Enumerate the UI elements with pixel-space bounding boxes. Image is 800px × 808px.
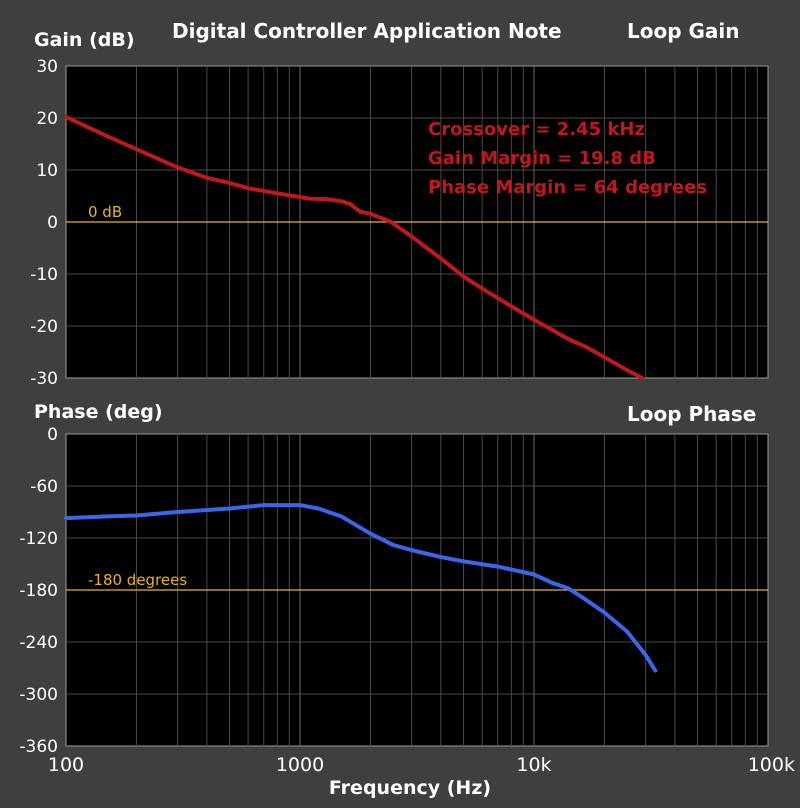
x-axis-ticks: 100 1000 10k 100k <box>48 754 795 776</box>
annotation-crossover: Crossover = 2.45 kHz <box>428 119 645 140</box>
gain-y-tick-label: -30 <box>30 369 58 389</box>
gain-zero-db-label: 0 dB <box>88 203 122 221</box>
gain-y-tick-label: -10 <box>30 265 58 285</box>
phase-y-ticks: 0 -60 -120 -180 -240 -300 -360 <box>19 425 58 757</box>
phase-y-tick-label: -360 <box>19 737 58 757</box>
phase-subtitle: Loop Phase <box>627 402 756 426</box>
x-tick-label: 10k <box>516 754 551 776</box>
phase-y-tick-label: -120 <box>19 529 58 549</box>
gain-y-tick-label: 30 <box>36 57 58 77</box>
phase-y-tick-label: -300 <box>19 685 58 705</box>
phase-minus-180-label: -180 degrees <box>88 571 187 589</box>
gain-subtitle: Loop Gain <box>627 19 740 43</box>
phase-panel: -180 degrees 0 -60 -120 -180 -240 -300 -360 Ph… <box>19 401 769 757</box>
phase-y-axis-label: Phase (deg) <box>34 401 163 423</box>
gain-panel: 0 dB 30 20 10 0 -10 -20 -30 Gain (dB) Digital … <box>30 19 769 389</box>
phase-y-tick-label: 0 <box>47 425 58 445</box>
x-tick-label: 100 <box>48 754 84 776</box>
gain-y-tick-label: 10 <box>36 161 58 181</box>
phase-series-line <box>64 503 658 673</box>
x-tick-label: 100k <box>748 754 795 776</box>
gain-y-axis-label: Gain (dB) <box>34 29 135 51</box>
annotation-gain-margin: Gain Margin = 19.8 dB <box>428 148 656 169</box>
x-tick-label: 1000 <box>276 754 324 776</box>
x-axis-label: Frequency (Hz) <box>329 777 491 799</box>
annotation-phase-margin: Phase Margin = 64 degrees <box>428 177 707 198</box>
phase-y-tick-label: -240 <box>19 633 58 653</box>
gain-y-tick-label: -20 <box>30 317 58 337</box>
gain-y-ticks: 30 20 10 0 -10 -20 -30 <box>30 57 58 389</box>
gain-y-tick-label: 0 <box>47 213 58 233</box>
phase-y-tick-label: -60 <box>30 477 58 497</box>
gain-series-line <box>64 114 645 380</box>
phase-y-tick-label: -180 <box>19 581 58 601</box>
gain-y-tick-label: 20 <box>36 109 58 129</box>
chart-title: Digital Controller Application Note <box>172 19 562 43</box>
